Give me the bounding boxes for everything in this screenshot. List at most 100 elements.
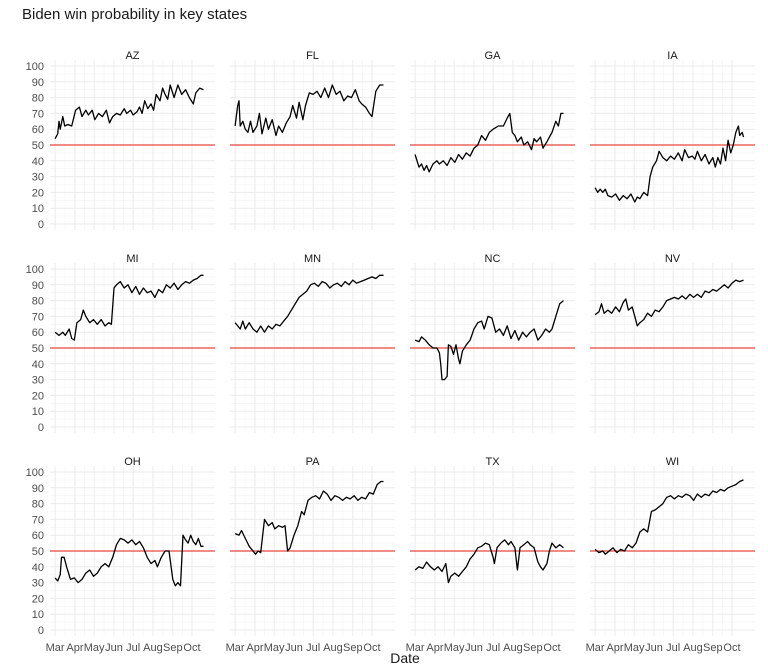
x-tick-label: Jul bbox=[486, 642, 500, 654]
series-line-fl bbox=[234, 84, 384, 137]
y-tick-label: 30 bbox=[32, 578, 44, 590]
y-tick-label: 60 bbox=[32, 530, 44, 542]
y-tick-label: 20 bbox=[32, 593, 44, 605]
y-tick-label: 40 bbox=[32, 156, 44, 168]
y-tick-label: 70 bbox=[32, 108, 44, 120]
y-tick-label: 0 bbox=[38, 625, 44, 637]
x-tick-label: Mar bbox=[226, 642, 245, 654]
y-tick-label: 20 bbox=[32, 187, 44, 199]
y-tick-label: 90 bbox=[32, 483, 44, 495]
series-line-pa bbox=[234, 480, 384, 555]
strip-label: MI bbox=[126, 253, 138, 265]
y-tick-label: 30 bbox=[32, 375, 44, 387]
x-tick-label: Aug bbox=[143, 642, 163, 654]
y-tick-label: 70 bbox=[32, 514, 44, 526]
series-line-az bbox=[54, 84, 204, 140]
y-tick-label: 50 bbox=[32, 343, 44, 355]
strip-label: OH bbox=[124, 456, 141, 468]
x-tick-label: Aug bbox=[323, 642, 343, 654]
x-tick-label: Oct bbox=[363, 642, 380, 654]
panel-mi: MI 0 10 20 30 40 50 60 70 80 90 100 bbox=[26, 253, 215, 434]
x-tick-label: Mar bbox=[46, 642, 65, 654]
x-tick-label: Jul bbox=[666, 642, 680, 654]
panel-oh: OH 0 10 20 30 40 50 60 70 80 90 100 Mar Apr May Jun Jul A… bbox=[26, 456, 215, 654]
series-line-mi bbox=[54, 274, 204, 341]
strip-label: IA bbox=[667, 50, 678, 62]
x-tick-label: Apr bbox=[246, 642, 263, 654]
x-tick-label: Sep bbox=[343, 642, 363, 654]
x-tick-label: Apr bbox=[66, 642, 83, 654]
y-tick-label: 60 bbox=[32, 124, 44, 136]
x-tick-label: May bbox=[624, 642, 645, 654]
x-tick-label: Aug bbox=[503, 642, 523, 654]
y-tick-label: 10 bbox=[32, 609, 44, 621]
panel-mn: MN bbox=[230, 253, 395, 433]
x-tick-label: Aug bbox=[683, 642, 703, 654]
y-tick-label: 100 bbox=[26, 467, 44, 479]
x-tick-label: Sep bbox=[703, 642, 723, 654]
series-line-ga bbox=[414, 112, 564, 173]
strip-label: WI bbox=[666, 456, 679, 468]
y-tick-label: 80 bbox=[32, 93, 44, 105]
strip-label: MN bbox=[304, 253, 321, 265]
strip-label: PA bbox=[306, 456, 321, 468]
x-tick-label: Jun bbox=[645, 642, 663, 654]
panel-tx: TX Mar Apr May Jun Jul Aug Sep Oct bbox=[406, 456, 575, 654]
series-line-nv bbox=[594, 279, 744, 327]
panel-ga: GA bbox=[410, 50, 575, 230]
y-tick-label: 80 bbox=[32, 499, 44, 511]
y-tick-label: 10 bbox=[32, 203, 44, 215]
x-tick-label: May bbox=[84, 642, 105, 654]
y-tick-label: 20 bbox=[32, 390, 44, 402]
x-tick-label: Sep bbox=[163, 642, 183, 654]
x-axis-label: Date bbox=[390, 650, 420, 666]
y-tick-label: 0 bbox=[38, 422, 44, 434]
x-tick-label: Oct bbox=[543, 642, 560, 654]
series-line-ia bbox=[594, 125, 745, 203]
series-line-mn bbox=[234, 274, 384, 333]
series-line-wi bbox=[594, 479, 744, 555]
strip-label: NV bbox=[665, 253, 681, 265]
x-tick-label: Oct bbox=[183, 642, 200, 654]
series-line-oh bbox=[54, 534, 204, 587]
x-tick-label: Apr bbox=[426, 642, 443, 654]
chart-title: Biden win probability in key states bbox=[22, 6, 247, 23]
y-tick-label: 60 bbox=[32, 327, 44, 339]
x-tick-label: Oct bbox=[723, 642, 740, 654]
panel-wi: WI Mar Apr May Jun Jul Aug Sep Oct bbox=[586, 456, 755, 654]
y-tick-label: 0 bbox=[38, 219, 44, 231]
x-tick-label: Jul bbox=[126, 642, 140, 654]
series-line-tx bbox=[414, 539, 564, 584]
strip-label: NC bbox=[485, 253, 501, 265]
strip-label: AZ bbox=[125, 50, 139, 62]
y-tick-label: 100 bbox=[26, 264, 44, 276]
panel-ia: IA bbox=[590, 50, 755, 230]
y-tick-label: 100 bbox=[26, 61, 44, 73]
y-tick-label: 90 bbox=[32, 280, 44, 292]
y-tick-label: 40 bbox=[32, 562, 44, 574]
x-tick-label: Jun bbox=[105, 642, 123, 654]
y-tick-label: 30 bbox=[32, 172, 44, 184]
x-tick-label: Apr bbox=[606, 642, 623, 654]
strip-label: TX bbox=[485, 456, 500, 468]
panel-nv: NV bbox=[590, 253, 755, 433]
x-tick-label: May bbox=[264, 642, 285, 654]
strip-label: FL bbox=[306, 50, 319, 62]
x-tick-label: Sep bbox=[523, 642, 543, 654]
series-line-nc bbox=[414, 300, 564, 381]
y-tick-label: 10 bbox=[32, 406, 44, 418]
panel-pa: PA Mar Apr May Jun Jul Aug Sep Oct bbox=[226, 456, 395, 654]
x-tick-label: Jun bbox=[465, 642, 483, 654]
strip-label: GA bbox=[485, 50, 502, 62]
x-tick-label: Jul bbox=[306, 642, 320, 654]
panel-fl: FL bbox=[230, 50, 395, 230]
panel-nc: NC bbox=[410, 253, 575, 433]
y-tick-label: 90 bbox=[32, 77, 44, 89]
x-tick-label: Mar bbox=[406, 642, 425, 654]
x-tick-label: Mar bbox=[586, 642, 605, 654]
y-tick-label: 70 bbox=[32, 311, 44, 323]
x-tick-label: Jun bbox=[285, 642, 303, 654]
y-tick-label: 80 bbox=[32, 296, 44, 308]
